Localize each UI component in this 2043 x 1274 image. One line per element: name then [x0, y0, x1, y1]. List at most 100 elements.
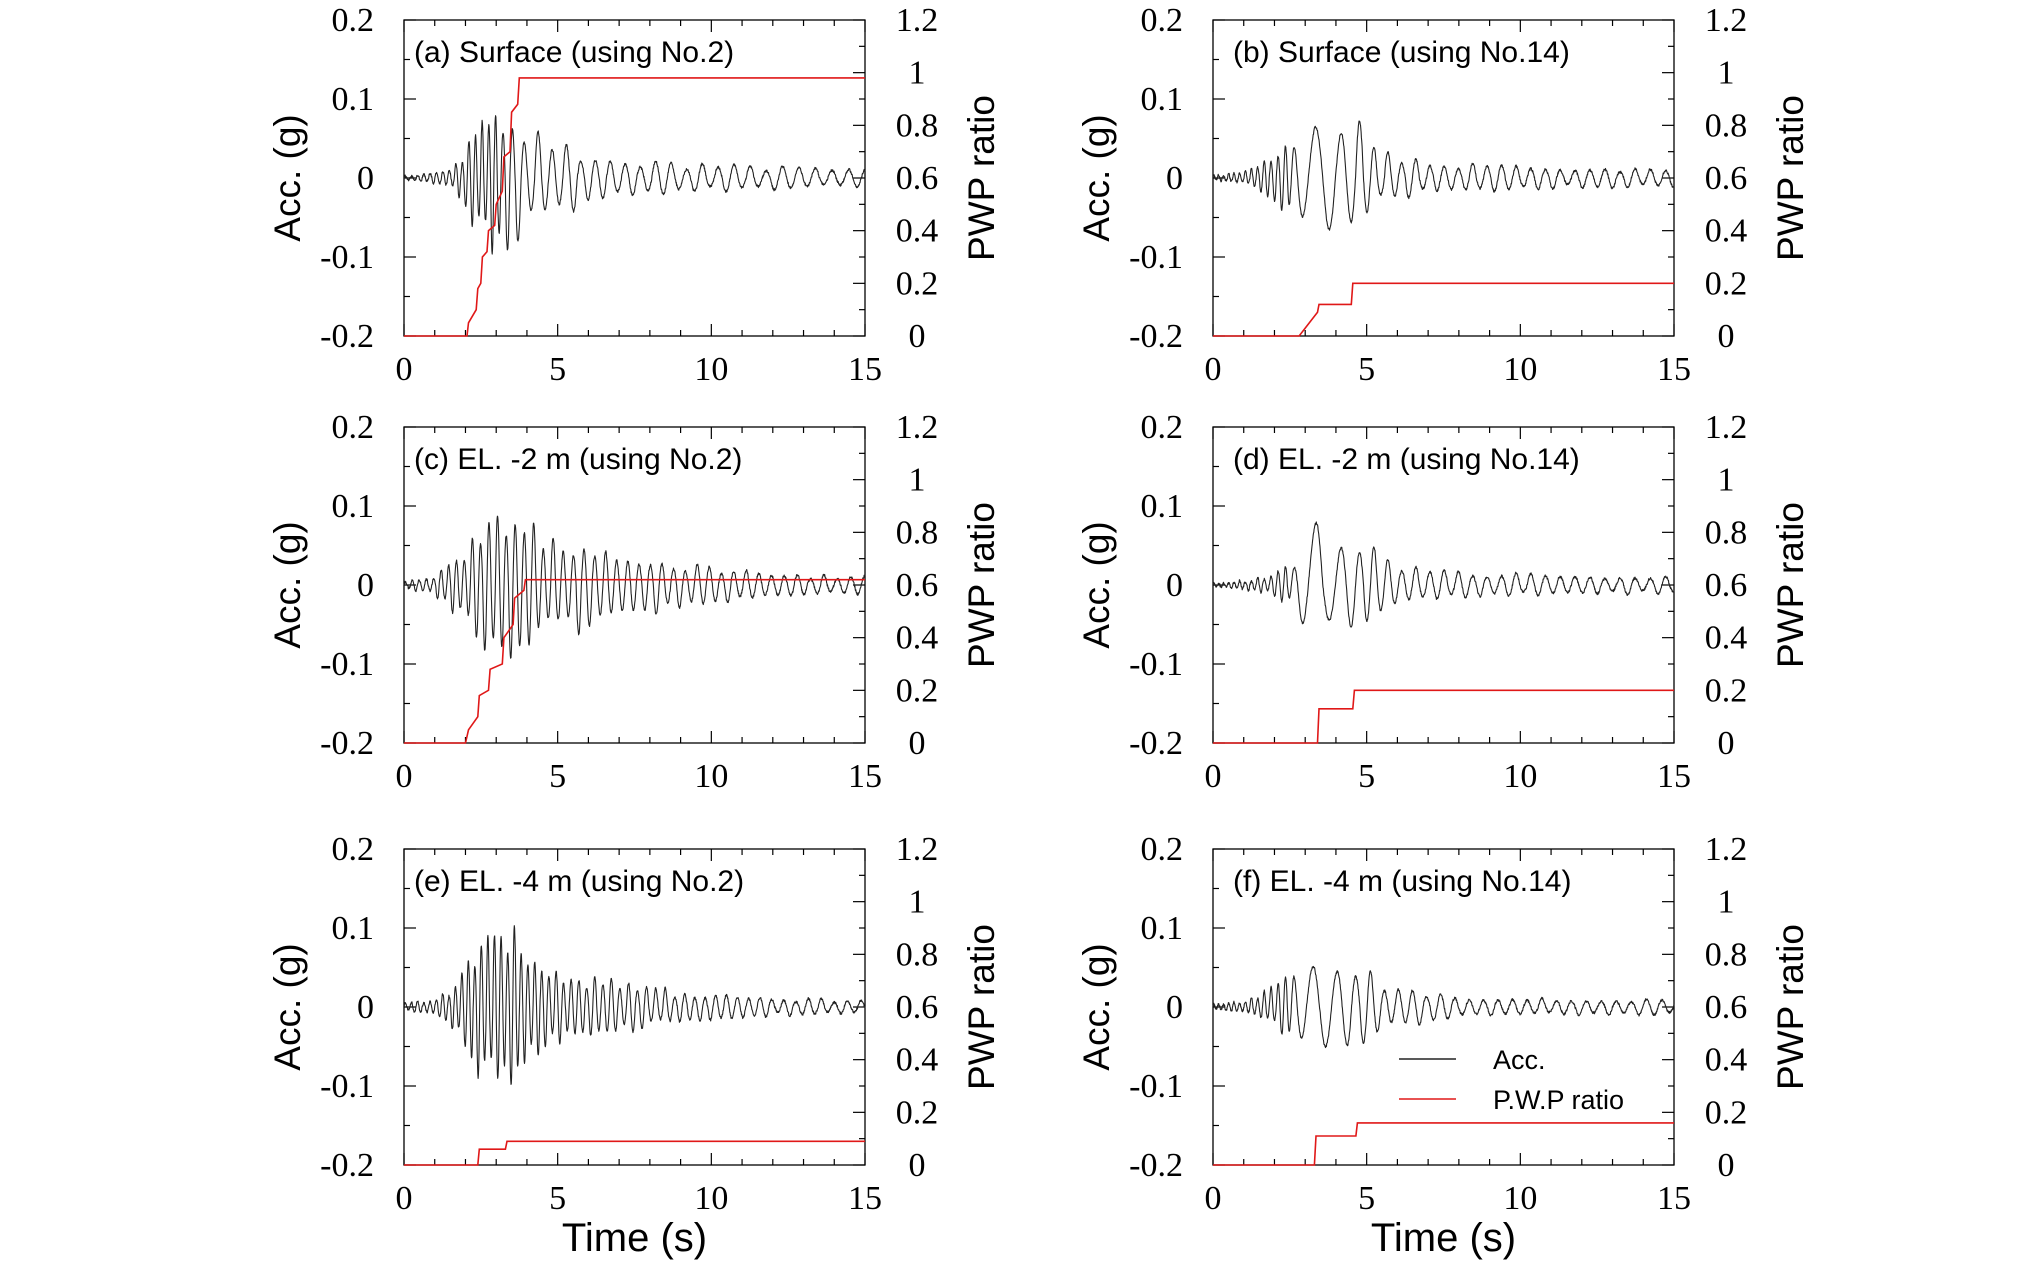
panel-title: (b) Surface (using No.14): [1233, 36, 1570, 69]
x-tick-label: 15: [848, 1180, 882, 1217]
x-tick-label: 0: [396, 758, 413, 795]
y-right-tick-label: 0.4: [896, 213, 939, 250]
y-right-tick-label: 0: [909, 1147, 926, 1184]
y-left-tick-label: -0.1: [320, 239, 374, 276]
y-right-tick-label: 0.4: [1705, 213, 1748, 250]
x-tick-label: 10: [694, 351, 728, 388]
y-left-tick-label: 0.1: [332, 488, 375, 525]
y-right-tick-label: 0: [909, 725, 926, 762]
y-right-tick-label: 0.4: [1705, 1042, 1748, 1079]
y-right-tick-label: 0.6: [896, 567, 939, 604]
pwp-series-line: [404, 77, 865, 337]
y-right-tick-label: 0.6: [1705, 160, 1748, 197]
y-left-tick-label: -0.2: [320, 318, 374, 355]
y-left-tick-label: -0.1: [320, 646, 374, 683]
acc-series-line: [1212, 120, 1675, 231]
y-right-tick-label: 0.6: [1705, 567, 1748, 604]
y-right-tick-label: 0.4: [1705, 620, 1748, 657]
x-tick-label: 15: [848, 758, 882, 795]
panel-c: 0 5 10 15 0.2 0.1 0 -0.1 -0.2 1.2 1 0.8 0.6 0.4 0.2 0 Ac…: [267, 409, 1002, 795]
y-right-tick-label: 1.2: [896, 831, 939, 868]
y-right-tick-label: 0.6: [1705, 989, 1748, 1026]
panel-title: (e) EL. -4 m (using No.2): [414, 865, 744, 898]
x-tick-label: 10: [1503, 1180, 1537, 1217]
y-left-tick-label: 0.2: [1141, 409, 1184, 446]
y-right-tick-label: 0.8: [1705, 514, 1748, 551]
x-ticks: [403, 848, 866, 1166]
y-left-tick-label: 0: [357, 160, 374, 197]
x-tick-label: 5: [1358, 1180, 1375, 1217]
y-right-tick-label: 1.2: [896, 409, 939, 446]
y-right-tick-label: 0.4: [896, 1042, 939, 1079]
x-ticks: [1212, 19, 1675, 337]
y-right-tick-label: 1.2: [1705, 409, 1748, 446]
y-right-tick-label: 0.8: [896, 107, 939, 144]
panel-title: (c) EL. -2 m (using No.2): [414, 443, 742, 476]
y-left-tick-label: 0: [1166, 160, 1183, 197]
acc-series-line: [403, 115, 866, 255]
y-left-tick-label: -0.1: [1129, 646, 1183, 683]
y-right-tick-label: 1.2: [896, 2, 939, 39]
y-right-axis-label: PWP ratio: [1770, 924, 1811, 1090]
y-right-tick-label: 0.8: [896, 936, 939, 973]
x-tick-label: 5: [1358, 758, 1375, 795]
x-tick-label: 10: [694, 758, 728, 795]
y-left-tick-label: 0: [357, 989, 374, 1026]
y-left-tick-label: -0.2: [1129, 1147, 1183, 1184]
y-right-tick-label: 0.2: [1705, 672, 1748, 709]
x-tick-label: 5: [1358, 351, 1375, 388]
x-tick-label: 5: [549, 1180, 566, 1217]
pwp-series-line: [1213, 1122, 1674, 1166]
legend: Acc. P.W.P ratio: [1399, 1045, 1624, 1115]
y-left-axis-label: Acc. (g): [1076, 943, 1117, 1070]
x-tick-label: 0: [1205, 351, 1222, 388]
x-tick-label: 0: [396, 1180, 413, 1217]
y-right-axis-label: PWP ratio: [1770, 95, 1811, 261]
x-axis-label: Time (s): [562, 1216, 707, 1260]
y-left-tick-label: -0.1: [320, 1068, 374, 1105]
y-right-axis-label: PWP ratio: [961, 502, 1002, 668]
panel-a: 0 5 10 15 0.2 0.1 0 -0.1 -0.2 1.2 1 0.8 0.6 0.4 0.2 0 Ac…: [267, 2, 1002, 388]
y-right-tick-label: 0: [1718, 1147, 1735, 1184]
legend-acc-label: Acc.: [1493, 1045, 1546, 1075]
y-right-tick-label: 1: [909, 884, 926, 921]
x-tick-label: 15: [1657, 758, 1691, 795]
y-right-tick-label: 0.2: [1705, 1094, 1748, 1131]
y-left-axis-label: Acc. (g): [267, 114, 308, 241]
pwp-series-line: [404, 578, 865, 744]
y-right-tick-label: 1.2: [1705, 2, 1748, 39]
acc-series-line: [403, 515, 866, 659]
y-left-tick-label: 0.1: [332, 910, 375, 947]
x-tick-label: 5: [549, 351, 566, 388]
acc-series-line: [403, 925, 866, 1085]
y-right-tick-label: 0: [1718, 725, 1735, 762]
y-left-axis-label: Acc. (g): [267, 943, 308, 1070]
y-left-axis-label: Acc. (g): [1076, 521, 1117, 648]
y-left-tick-label: 0.1: [1141, 488, 1184, 525]
y-right-tick-label: 0.2: [896, 1094, 939, 1131]
y-right-tick-label: 0.4: [896, 620, 939, 657]
pwp-series-line: [1213, 689, 1674, 744]
y-right-tick-label: 0.2: [896, 265, 939, 302]
y-right-tick-label: 0: [909, 318, 926, 355]
y-left-tick-label: 0.2: [332, 2, 375, 39]
y-right-axis-label: PWP ratio: [961, 924, 1002, 1090]
y-left-tick-label: 0.1: [332, 81, 375, 118]
x-tick-label: 10: [1503, 758, 1537, 795]
y-right-tick-label: 1: [909, 55, 926, 92]
y-right-tick-label: 0.8: [1705, 936, 1748, 973]
y-left-tick-label: -0.1: [1129, 1068, 1183, 1105]
panel-d: 0 5 10 15 0.2 0.1 0 -0.1 -0.2 1.2 1 0.8 0.6 0.4 0.2 0 Ac…: [1076, 409, 1811, 795]
pwp-series-line: [1213, 282, 1674, 337]
x-tick-label: 0: [1205, 1180, 1222, 1217]
y-left-tick-label: 0.2: [332, 409, 375, 446]
panel-title: (d) EL. -2 m (using No.14): [1233, 443, 1580, 476]
y-left-tick-label: 0: [1166, 567, 1183, 604]
y-left-tick-label: -0.2: [1129, 318, 1183, 355]
y-left-tick-label: 0: [1166, 989, 1183, 1026]
y-right-tick-label: 1: [1718, 462, 1735, 499]
panel-title: (a) Surface (using No.2): [414, 36, 734, 69]
y-left-tick-label: 0.1: [1141, 81, 1184, 118]
y-left-tick-label: 0: [357, 567, 374, 604]
pwp-series-line: [404, 1140, 865, 1166]
